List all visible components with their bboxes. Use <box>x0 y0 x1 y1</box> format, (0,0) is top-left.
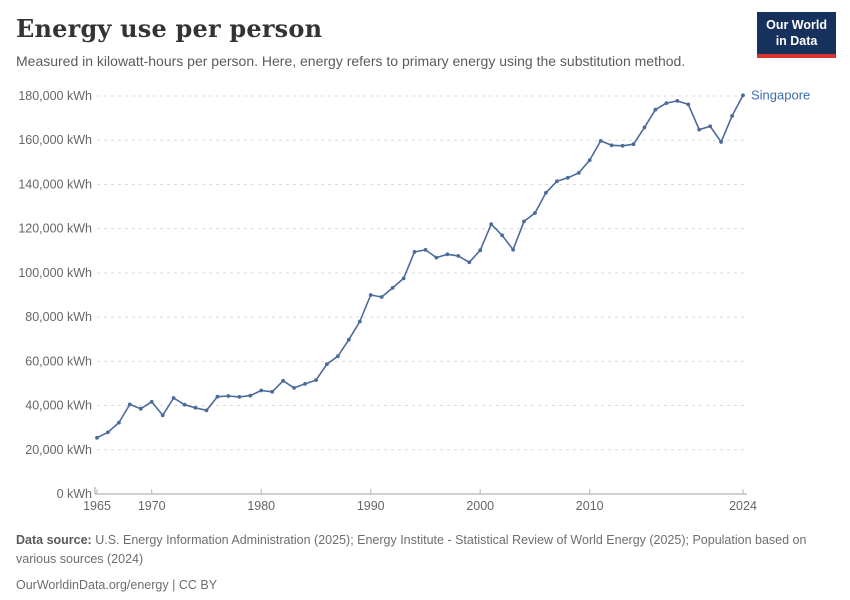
data-point-marker[interactable] <box>587 158 592 162</box>
data-point-marker[interactable] <box>489 222 494 227</box>
data-point-marker[interactable] <box>741 93 745 98</box>
data-point-marker[interactable] <box>215 394 220 399</box>
data-point-marker[interactable] <box>325 362 329 367</box>
data-point-marker[interactable] <box>533 211 537 215</box>
data-point-marker[interactable] <box>379 295 384 299</box>
data-point-marker[interactable] <box>346 337 351 342</box>
data-point-marker[interactable] <box>106 430 110 435</box>
credit-separator: | <box>168 577 179 592</box>
x-axis-tick-label: 1965 <box>83 499 111 513</box>
data-point-marker[interactable] <box>565 175 570 180</box>
data-point-marker[interactable] <box>237 395 242 399</box>
data-point-marker[interactable] <box>576 171 581 175</box>
data-point-marker[interactable] <box>456 254 461 258</box>
credit-line: OurWorldinData.org/energy | CC BY <box>16 576 834 595</box>
x-axis-tick-label: 1970 <box>138 499 166 513</box>
chart-canvas[interactable]: 0 kWh 20,000 kWh 40,000 kWh 60,000 kWh 80,00… <box>0 82 850 527</box>
series-label-singapore[interactable]: Singapore <box>751 87 810 102</box>
data-point-marker[interactable] <box>686 102 691 107</box>
data-point-marker[interactable] <box>357 319 362 324</box>
data-point-marker[interactable] <box>642 125 647 130</box>
data-point-marker[interactable] <box>445 252 450 257</box>
y-axis-tick-label: 160,000 kWh <box>18 133 92 147</box>
data-point-marker[interactable] <box>511 247 515 252</box>
data-point-marker[interactable] <box>292 386 296 390</box>
data-point-marker[interactable] <box>149 399 154 404</box>
data-point-marker[interactable] <box>555 179 559 184</box>
data-point-marker[interactable] <box>193 405 198 410</box>
data-point-marker[interactable] <box>653 107 658 112</box>
owid-logo[interactable]: Our World in Data <box>757 12 836 58</box>
license-link[interactable]: CC BY <box>178 577 218 592</box>
data-point-marker[interactable] <box>664 101 669 105</box>
data-point-marker[interactable] <box>719 140 723 144</box>
page-title: Energy use per person <box>16 14 323 43</box>
data-point-marker[interactable] <box>522 219 526 224</box>
data-point-marker[interactable] <box>160 413 165 418</box>
x-axis-tick-label: 1990 <box>357 499 385 513</box>
data-point-marker[interactable] <box>423 248 428 252</box>
data-point-marker[interactable] <box>730 114 734 118</box>
data-point-marker[interactable] <box>182 402 187 407</box>
chart-footer: Data source: U.S. Energy Information Adm… <box>16 531 834 594</box>
data-point-marker[interactable] <box>368 293 373 297</box>
data-source-label: Data source: <box>16 533 92 547</box>
y-axis-tick-label: 80,000 kWh <box>25 310 92 324</box>
data-point-marker[interactable] <box>434 255 439 260</box>
data-point-marker[interactable] <box>631 142 636 147</box>
data-point-marker[interactable] <box>478 248 483 253</box>
data-source-text: U.S. Energy Information Administration (… <box>16 533 807 566</box>
x-axis-tick-label: 2010 <box>576 499 604 513</box>
data-point-marker[interactable] <box>500 233 504 238</box>
x-axis-tick-label: 2000 <box>466 499 494 513</box>
data-point-marker[interactable] <box>117 420 121 425</box>
data-point-marker[interactable] <box>467 260 472 265</box>
y-axis-tick-label: 140,000 kWh <box>18 177 92 191</box>
data-point-marker[interactable] <box>412 250 417 254</box>
data-point-marker[interactable] <box>401 276 406 281</box>
data-point-marker[interactable] <box>675 99 680 103</box>
data-point-marker[interactable] <box>248 393 253 398</box>
line-chart[interactable]: 0 kWh 20,000 kWh 40,000 kWh 60,000 kWh 80,00… <box>0 82 850 527</box>
data-point-marker[interactable] <box>226 394 231 398</box>
y-axis-tick-label: 60,000 kWh <box>25 354 92 368</box>
data-point-marker[interactable] <box>697 127 702 132</box>
data-point-marker[interactable] <box>390 286 395 290</box>
data-point-marker[interactable] <box>314 378 318 382</box>
y-axis-tick-label: 120,000 kWh <box>18 222 92 236</box>
data-point-marker[interactable] <box>336 354 340 359</box>
y-axis-tick-label: 20,000 kWh <box>25 443 92 457</box>
owid-link[interactable]: OurWorldinData.org/energy <box>16 577 169 592</box>
y-axis-tick-label: 100,000 kWh <box>18 266 92 280</box>
data-point-marker[interactable] <box>204 408 209 413</box>
data-point-marker[interactable] <box>95 435 99 440</box>
data-point-marker[interactable] <box>270 389 275 394</box>
chart-header: Energy use per person Measured in kilowa… <box>16 14 760 71</box>
x-axis-tick-label: 2024 <box>729 499 757 513</box>
y-axis-tick-label: 0 kWh <box>57 487 92 501</box>
owid-logo-line1: Our World <box>766 18 827 32</box>
data-point-marker[interactable] <box>598 139 603 143</box>
data-point-marker[interactable] <box>259 388 264 393</box>
data-point-marker[interactable] <box>708 124 713 129</box>
data-point-marker[interactable] <box>281 378 285 383</box>
data-point-marker[interactable] <box>303 382 307 386</box>
data-point-marker[interactable] <box>620 143 625 148</box>
data-point-marker[interactable] <box>171 396 176 400</box>
data-source-line: Data source: U.S. Energy Information Adm… <box>16 531 834 569</box>
x-axis-tick-label: 1980 <box>247 499 275 513</box>
y-axis-tick-label: 180,000 kWh <box>18 89 92 103</box>
data-point-marker[interactable] <box>127 402 132 407</box>
y-axis-tick-label: 40,000 kWh <box>25 399 92 413</box>
data-point-marker[interactable] <box>544 190 548 195</box>
series-line-singapore[interactable] <box>96 94 744 439</box>
chart-subtitle: Measured in kilowatt-hours per person. H… <box>16 53 686 69</box>
owid-logo-line2: in Data <box>775 34 818 49</box>
data-point-marker[interactable] <box>609 143 614 148</box>
data-point-marker[interactable] <box>138 406 143 411</box>
